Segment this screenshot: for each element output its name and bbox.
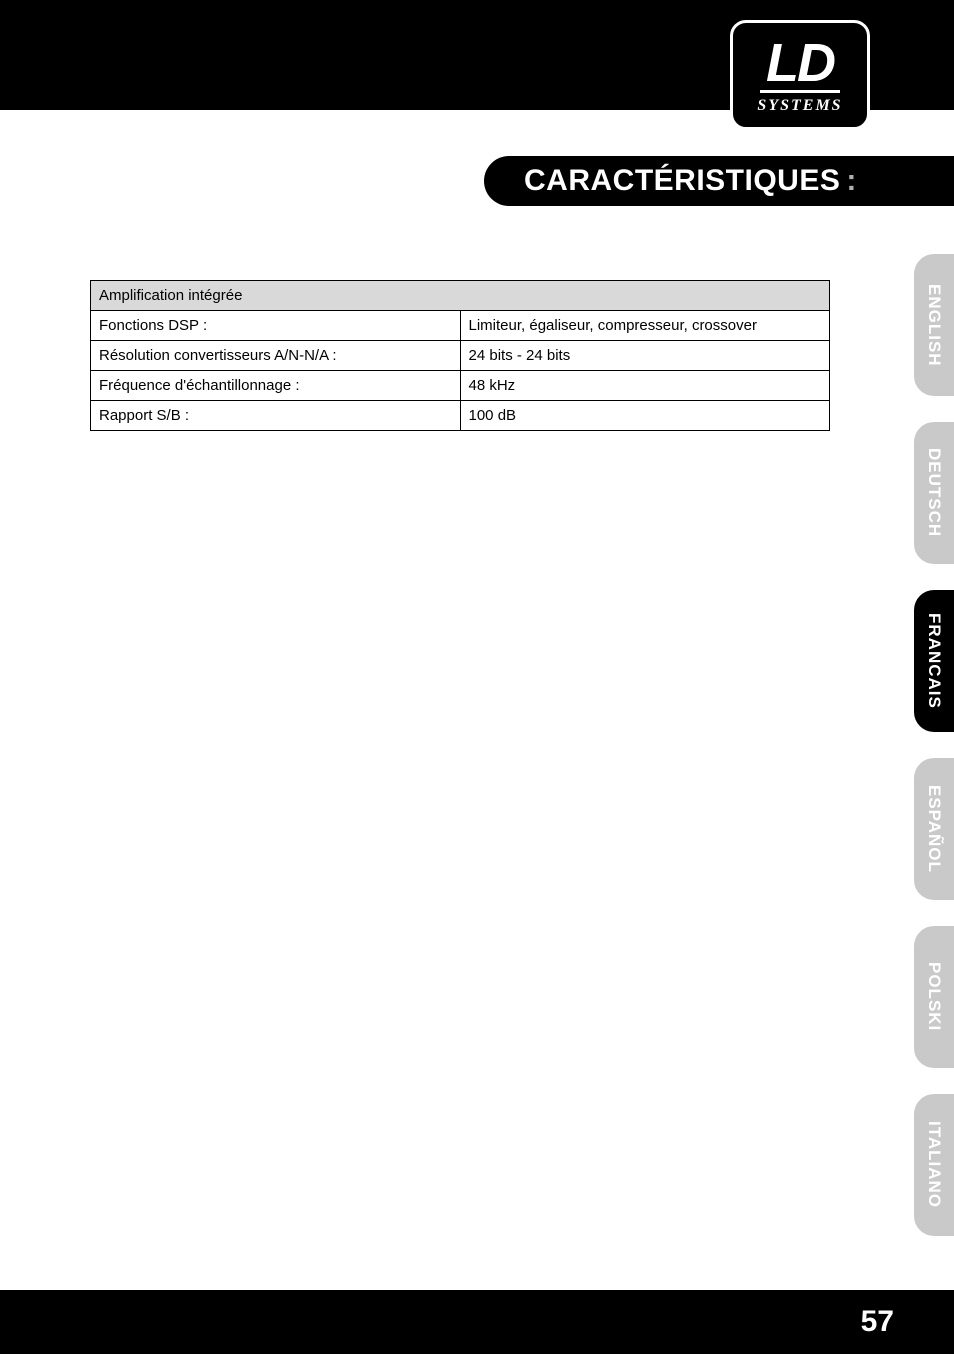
lang-tab-deutsch[interactable]: DEUTSCH xyxy=(914,422,954,564)
section-title-colon: : xyxy=(846,164,856,198)
table-cell-label: Fréquence d'échantillonnage : xyxy=(91,371,461,401)
brand-logo: LD SYSTEMS xyxy=(730,20,870,130)
lang-label: ITALIANO xyxy=(924,1121,944,1208)
lang-tab-francais[interactable]: FRANCAIS xyxy=(914,590,954,732)
table-cell-label: Rapport S/B : xyxy=(91,401,461,431)
table-cell-value: Limiteur, égaliseur, compresseur, crosso… xyxy=(460,311,830,341)
table-header-cell: Amplification intégrée xyxy=(91,281,830,311)
logo-main-text: LD xyxy=(760,39,840,93)
lang-tab-italiano[interactable]: ITALIANO xyxy=(914,1094,954,1236)
lang-label: POLSKI xyxy=(924,962,944,1031)
section-title: CARACTÉRISTIQUES xyxy=(524,164,840,198)
lang-label: DEUTSCH xyxy=(924,448,944,537)
lang-tab-polski[interactable]: POLSKI xyxy=(914,926,954,1068)
table-header-row: Amplification intégrée xyxy=(91,281,830,311)
lang-tab-english[interactable]: ENGLISH xyxy=(914,254,954,396)
page: LD SYSTEMS CARACTÉRISTIQUES : Amplificat… xyxy=(0,0,954,1354)
lang-label: ESPAÑOL xyxy=(924,785,944,873)
table-cell-label: Résolution convertisseurs A/N-N/A : xyxy=(91,341,461,371)
lang-tab-espanol[interactable]: ESPAÑOL xyxy=(914,758,954,900)
table-row: Fréquence d'échantillonnage : 48 kHz xyxy=(91,371,830,401)
section-title-bar: CARACTÉRISTIQUES : xyxy=(484,156,954,206)
lang-label: ENGLISH xyxy=(924,284,944,367)
logo-sub-text: SYSTEMS xyxy=(757,97,842,115)
table-row: Fonctions DSP : Limiteur, égaliseur, com… xyxy=(91,311,830,341)
table-cell-value: 48 kHz xyxy=(460,371,830,401)
lang-label: FRANCAIS xyxy=(924,613,944,709)
table-cell-value: 24 bits - 24 bits xyxy=(460,341,830,371)
table-row: Rapport S/B : 100 dB xyxy=(91,401,830,431)
table-cell-label: Fonctions DSP : xyxy=(91,311,461,341)
page-number: 57 xyxy=(861,1305,894,1339)
table-row: Résolution convertisseurs A/N-N/A : 24 b… xyxy=(91,341,830,371)
language-tabs: ENGLISH DEUTSCH FRANCAIS ESPAÑOL POLSKI … xyxy=(914,254,954,1236)
spec-table: Amplification intégrée Fonctions DSP : L… xyxy=(90,280,830,431)
table-cell-value: 100 dB xyxy=(460,401,830,431)
footer-bar: 57 xyxy=(0,1290,954,1354)
